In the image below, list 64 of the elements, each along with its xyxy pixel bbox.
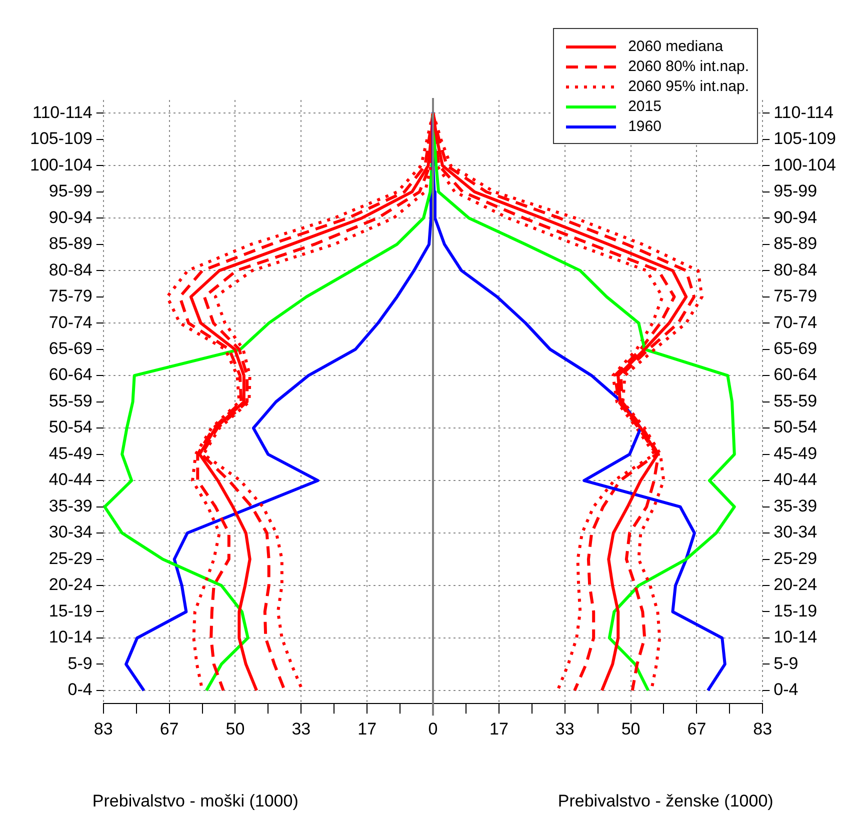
y2-tick-label: 110-114	[774, 102, 834, 122]
text: Prebivalstvo - ženske (1000)	[558, 791, 774, 810]
y2-tick-label: 65-69	[774, 339, 818, 358]
y2-tick-label: 5-9	[774, 654, 798, 673]
y-tick-label: 100-104	[30, 155, 92, 174]
y-tick-label: 15-19	[48, 601, 92, 620]
y2-tick-label: 55-59	[774, 391, 818, 410]
x-tick-label: 67	[160, 719, 179, 738]
y-tick-label: 75-79	[48, 286, 92, 306]
y-tick-label: 50-54	[48, 418, 92, 437]
y2-tick-label: 35-39	[774, 496, 818, 516]
y2-tick-label: 100-104	[774, 155, 836, 174]
y-tick-label: 45-49	[48, 444, 92, 463]
y2-tick-label: 10-14	[774, 628, 818, 647]
legend-label: 2060 mediana	[628, 37, 724, 57]
x-tick-label: 33	[292, 719, 311, 738]
x-tick-label: 0	[428, 719, 438, 738]
text: Prebivalstvo - moški (1000)	[92, 791, 298, 810]
y2-tick-label: 20-24	[774, 575, 818, 594]
legend-label: 1960	[628, 117, 662, 137]
y-tick-label: 80-84	[48, 260, 92, 280]
x-tick-label: 50	[226, 719, 245, 738]
y2-tick-label: 105-109	[774, 129, 836, 148]
y2-tick-label: 45-49	[774, 444, 818, 463]
legend-label: 2015	[628, 97, 662, 117]
y2-tick-label: 95-99	[774, 182, 818, 201]
y-tick-label: 60-64	[48, 365, 92, 384]
y2-tick-label: 70-74	[774, 312, 818, 332]
y2-tick-label: 15-19	[774, 601, 818, 620]
y-tick-label: 30-34	[48, 522, 92, 542]
y-tick-label: 55-59	[48, 391, 92, 410]
y-tick-label: 35-39	[48, 496, 92, 516]
y-tick-label: 95-99	[48, 182, 92, 201]
y2-tick-label: 75-79	[774, 286, 818, 306]
y2-tick-label: 0-4	[774, 680, 798, 700]
y2-tick-label: 50-54	[774, 418, 818, 437]
legend-label: 2060 95% int.nap.	[628, 77, 749, 97]
y-tick-label: 70-74	[48, 312, 92, 332]
y2-tick-label: 80-84	[774, 260, 818, 280]
x-tick-label: 83	[94, 719, 113, 738]
y-tick-label: 90-94	[48, 208, 92, 227]
x-tick-label: 17	[489, 719, 508, 738]
y-tick-label: 65-69	[48, 339, 92, 358]
x-tick-label: 33	[555, 719, 574, 738]
y2-tick-label: 90-94	[774, 208, 818, 227]
y-tick-label: 105-109	[30, 129, 92, 148]
y-tick-label: 85-89	[48, 234, 92, 254]
x-tick-label: 83	[753, 719, 772, 738]
y2-tick-label: 85-89	[774, 234, 818, 254]
y-tick-label: 0-4	[68, 680, 92, 700]
y-tick-label: 10-14	[48, 628, 92, 647]
y2-tick-label: 25-29	[774, 548, 818, 568]
y-tick-label: 20-24	[48, 575, 92, 594]
y2-tick-label: 40-44	[774, 470, 818, 490]
y-tick-label: 25-29	[48, 548, 92, 568]
y2-tick-label: 60-64	[774, 365, 818, 384]
x-tick-label: 67	[687, 719, 706, 738]
x-tick-label: 50	[621, 719, 640, 738]
x-tick-label: 17	[358, 719, 377, 738]
y2-tick-label: 30-34	[774, 522, 818, 542]
y-tick-label: 110-114	[32, 102, 92, 122]
legend-label: 2060 80% int.nap.	[628, 57, 749, 77]
y-tick-label: 40-44	[48, 470, 92, 490]
y-tick-label: 5-9	[68, 654, 92, 673]
